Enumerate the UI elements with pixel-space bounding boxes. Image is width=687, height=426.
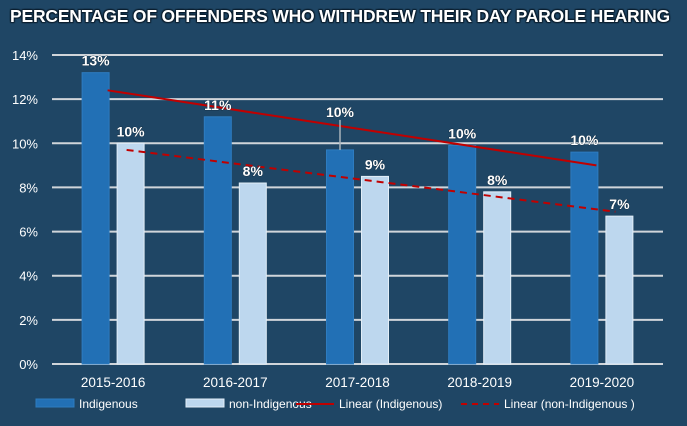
legend-label: non-Indigenous: [229, 397, 312, 411]
data-labels: 13% 11% 10% 10% 10% 10% 8% 9% 8% 7%: [81, 52, 630, 212]
x-category-label: 2015-2016: [81, 375, 146, 390]
bar-non-indigenous: [361, 175, 389, 365]
legend-label: Indigenous: [79, 397, 138, 411]
y-tick-label: 14%: [12, 48, 38, 63]
y-tick-label: 0%: [19, 357, 38, 372]
data-label: 8%: [243, 163, 264, 179]
bar-non-indigenous: [238, 182, 267, 365]
trendlines: [107, 89, 616, 213]
bar-non-indigenous: [483, 191, 512, 365]
y-tick-label: 4%: [19, 269, 38, 284]
bar-indigenous: [570, 151, 599, 365]
bars: [81, 72, 634, 365]
y-tick-label: 12%: [12, 92, 38, 107]
bar-indigenous: [203, 116, 232, 365]
x-axis-categories: 2015-2016 2016-2017 2017-2018 2018-2019 2019…: [81, 375, 634, 390]
bar-indigenous: [448, 144, 477, 365]
legend: Indigenous non-Indigenous Linear (Indigeno…: [35, 397, 635, 411]
legend-swatch: [35, 398, 75, 408]
x-category-label: 2018-2019: [447, 375, 512, 390]
bar-non-indigenous: [116, 142, 145, 365]
y-tick-label: 2%: [19, 313, 38, 328]
y-axis-ticks: 0% 2% 4% 6% 8% 10% 12% 14%: [12, 48, 38, 372]
data-label: 10%: [326, 104, 355, 120]
trendline-indigenous: [107, 89, 597, 167]
data-label: 11%: [204, 97, 232, 113]
bar-indigenous: [81, 72, 110, 365]
y-tick-label: 6%: [19, 225, 38, 240]
data-label: 10%: [448, 125, 477, 141]
legend-label: Linear (non-Indigenous ): [504, 397, 635, 411]
data-label: 10%: [117, 123, 146, 139]
legend-label: Linear (Indigenous): [339, 397, 442, 411]
trendline-non-indigenous: [126, 148, 616, 213]
x-category-label: 2019-2020: [570, 375, 635, 390]
gridlines: [52, 54, 663, 365]
data-label: 7%: [609, 196, 630, 212]
legend-swatch: [185, 398, 225, 408]
data-label: 10%: [570, 132, 599, 148]
data-label: 13%: [82, 53, 111, 69]
x-category-label: 2016-2017: [203, 375, 268, 390]
bar-non-indigenous: [605, 215, 634, 365]
data-label: 8%: [487, 172, 508, 188]
x-category-label: 2017-2018: [325, 375, 390, 390]
bar-indigenous: [326, 149, 354, 365]
data-label: 9%: [365, 156, 386, 172]
chart-title: PERCENTAGE OF OFFENDERS WHO WITHDREW THE…: [10, 6, 670, 26]
y-tick-label: 10%: [12, 136, 38, 151]
y-tick-label: 8%: [19, 180, 38, 195]
